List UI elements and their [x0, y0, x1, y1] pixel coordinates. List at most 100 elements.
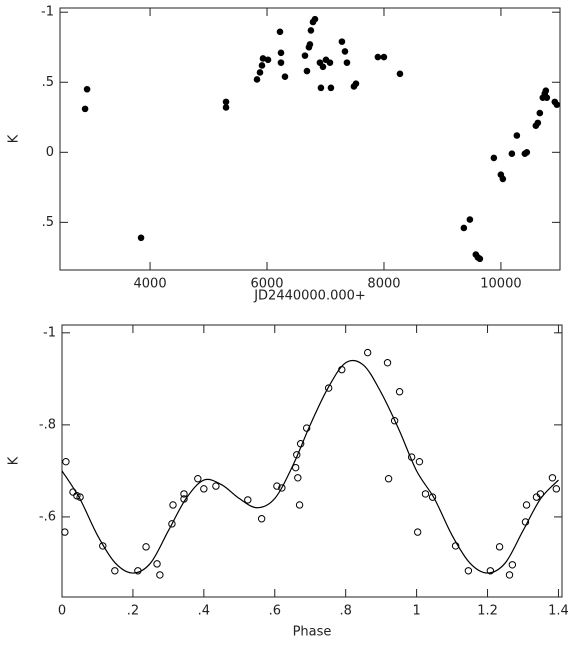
- x-tick-label: 0: [58, 604, 66, 619]
- data-point: [352, 80, 360, 87]
- data-point: [553, 101, 561, 108]
- data-point: [256, 69, 264, 76]
- x-tick-label: 4000: [134, 277, 167, 292]
- x-tick-label: 10000: [480, 277, 521, 292]
- data-point: [142, 543, 150, 551]
- data-point: [311, 15, 319, 23]
- x-tick-label: .2: [127, 604, 139, 619]
- data-point: [276, 28, 284, 36]
- y-tick-label: -1: [41, 5, 54, 20]
- data-point: [81, 105, 89, 113]
- data-point: [111, 567, 119, 575]
- data-point: [62, 457, 70, 466]
- x-tick-label: 1.2: [477, 604, 498, 619]
- data-point: [522, 501, 531, 509]
- data-point: [390, 417, 399, 425]
- data-point: [264, 56, 272, 64]
- data-point: [383, 359, 392, 367]
- data-point: [395, 388, 404, 396]
- data-point: [490, 154, 498, 162]
- y-tick-label: .5: [42, 215, 54, 230]
- data-point: [222, 98, 230, 106]
- data-point: [413, 528, 422, 536]
- data-point: [548, 474, 557, 482]
- data-point: [317, 84, 325, 92]
- data-point: [460, 224, 468, 232]
- data-point: [222, 104, 230, 111]
- data-point: [499, 175, 507, 183]
- data-point: [294, 474, 302, 482]
- data-point: [319, 63, 327, 71]
- data-point: [542, 87, 550, 94]
- fit-curve: [61, 359, 559, 574]
- data-point: [200, 485, 208, 493]
- data-point: [327, 84, 335, 92]
- data-point: [532, 493, 541, 501]
- data-point: [324, 384, 333, 392]
- data-point: [273, 482, 281, 490]
- data-point: [464, 567, 473, 575]
- data-point: [61, 528, 69, 536]
- data-point: [374, 53, 382, 61]
- data-point: [295, 501, 304, 509]
- data-point: [396, 70, 404, 78]
- y-tick-label: -.8: [39, 417, 56, 432]
- data-point: [306, 41, 314, 48]
- data-point: [343, 59, 351, 66]
- data-point: [301, 52, 309, 59]
- data-point: [253, 76, 261, 83]
- data-point: [341, 48, 349, 55]
- data-point: [180, 490, 188, 498]
- data-point: [508, 561, 517, 569]
- data-point: [307, 27, 315, 34]
- data-point: [137, 234, 145, 242]
- x-tick-label: .4: [198, 604, 210, 619]
- data-point: [513, 132, 521, 139]
- data-point: [380, 53, 388, 61]
- plot-frame: [61, 324, 563, 598]
- data-point: [244, 496, 252, 504]
- data-point: [257, 515, 266, 523]
- data-point: [486, 567, 495, 575]
- x-tick-label: 6000: [250, 277, 283, 292]
- plot-frame: [59, 7, 561, 271]
- data-point: [552, 485, 561, 493]
- x-tick-label: 1: [412, 604, 420, 619]
- data-point: [523, 149, 531, 156]
- x-axis-label: JD2440000.000+: [253, 289, 366, 304]
- x-tick-label: 8000: [367, 277, 400, 292]
- data-point: [156, 571, 164, 579]
- data-point: [428, 493, 437, 501]
- data-point: [278, 484, 286, 492]
- data-point: [543, 94, 551, 101]
- y-tick-label: -1: [43, 325, 56, 340]
- data-point: [302, 424, 311, 432]
- data-point: [169, 501, 177, 509]
- y-axis-label: K: [7, 456, 22, 465]
- data-point: [303, 67, 311, 75]
- data-point: [281, 73, 289, 80]
- data-point: [212, 482, 220, 490]
- data-point: [153, 560, 161, 568]
- data-point: [363, 348, 372, 357]
- data-point: [421, 490, 430, 498]
- x-tick-label: .8: [339, 604, 351, 619]
- data-point: [534, 119, 542, 127]
- data-point: [384, 475, 393, 483]
- y-tick-label: -.6: [39, 509, 56, 524]
- x-tick-label: .6: [269, 604, 281, 619]
- data-point: [505, 571, 514, 579]
- data-point: [508, 150, 516, 158]
- x-tick-label: 1.4: [548, 604, 569, 619]
- data-point: [168, 520, 176, 528]
- x-axis-label: Phase: [293, 625, 332, 640]
- y-tick-label: .5: [42, 75, 54, 90]
- data-point: [338, 38, 346, 45]
- data-point: [99, 542, 107, 550]
- data-point: [476, 255, 484, 263]
- data-point: [258, 62, 266, 69]
- data-point: [83, 85, 91, 93]
- y-axis-label: K: [7, 134, 22, 143]
